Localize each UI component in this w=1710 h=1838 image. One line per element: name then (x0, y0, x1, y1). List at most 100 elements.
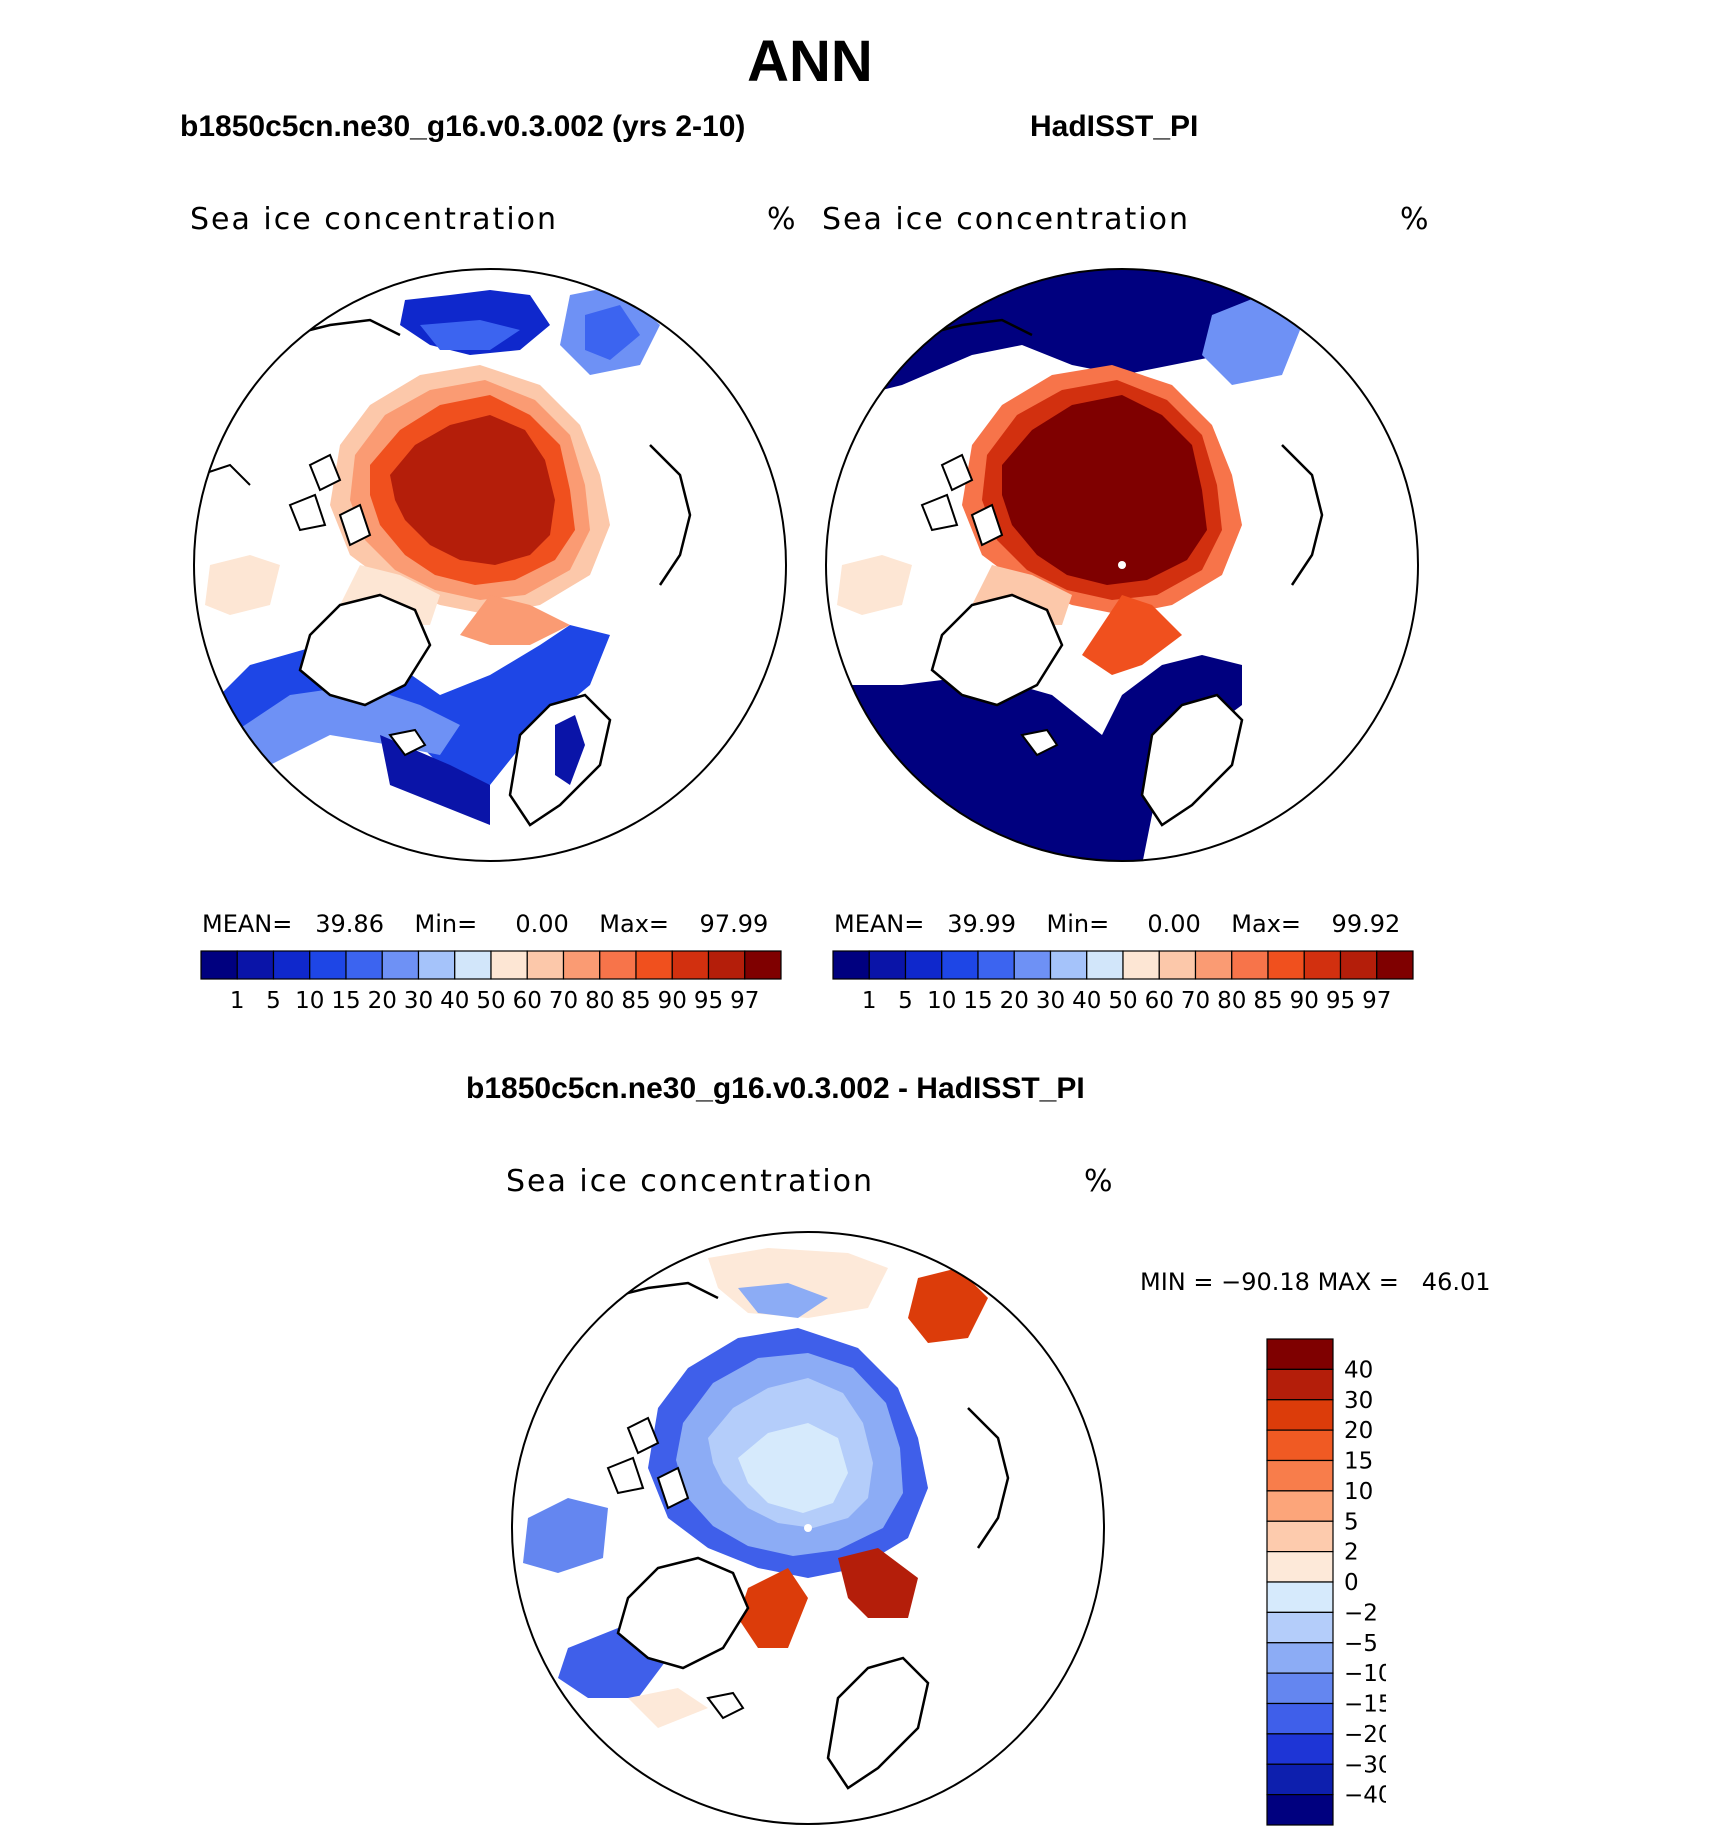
model-colorbar-label: 80 (585, 988, 614, 1014)
model-colorbar-box (272, 950, 311, 980)
obs-variable-label: Sea ice concentration (822, 202, 1191, 237)
obs-colorbar-box (1086, 950, 1124, 980)
model-units-label: % (767, 202, 798, 237)
diff-minmax: MIN = −90.18 MAX = 46.01 (1140, 1268, 1491, 1296)
obs-colorbar-box (1376, 950, 1414, 980)
obs-colorbar-label: 30 (1036, 988, 1065, 1014)
model-colorbar-box (381, 950, 420, 980)
diff-colorbar-box (1266, 1368, 1334, 1401)
obs-colorbar-box (941, 950, 979, 980)
obs-colorbar-box (1194, 950, 1233, 980)
obs-case-title: HadISST_PI (1030, 110, 1199, 143)
model-colorbar-label: 10 (295, 988, 324, 1014)
diff-colorbar-box (1266, 1642, 1334, 1674)
diff-colorbar-label: −5 (1344, 1631, 1378, 1657)
obs-colorbar-label: 10 (927, 988, 956, 1014)
obs-colorbar-label: 70 (1181, 988, 1210, 1014)
model-colorbar-box (200, 950, 238, 980)
diff-colorbar-label: −10 (1344, 1661, 1386, 1687)
diff-case-title: b1850c5cn.ne30_g16.v0.3.002 - HadISST_PI (466, 1072, 1085, 1105)
model-map-boundary (193, 268, 787, 862)
diff-field (512, 1232, 1104, 1824)
diff-colorbar-box (1266, 1702, 1334, 1735)
model-colorbar: 1 5 10 15 20 30 40 50 60 70 80 85 90 95 97 (200, 950, 782, 1014)
model-colorbar-label: 85 (621, 988, 650, 1014)
diff-colorbar-box (1266, 1429, 1334, 1462)
diff-colorbar-label: 20 (1344, 1418, 1373, 1444)
obs-stats: MEAN= 39.99 Min= 0.00 Max= 99.92 (834, 910, 1401, 938)
model-ice-field (194, 269, 786, 861)
diff-colorbar-box (1266, 1520, 1334, 1553)
obs-colorbar-box (977, 950, 1015, 980)
model-colorbar-label: 20 (368, 988, 397, 1014)
obs-colorbar-label: 97 (1362, 988, 1391, 1014)
diff-polar-map (511, 1231, 1105, 1825)
model-colorbar-label: 40 (440, 988, 469, 1014)
diff-colorbar-label: 0 (1344, 1570, 1359, 1596)
diff-colorbar-label: −20 (1344, 1722, 1386, 1748)
obs-colorbar-label: 50 (1108, 988, 1137, 1014)
model-variable-label: Sea ice concentration (190, 202, 559, 237)
model-colorbar-label: 60 (513, 988, 542, 1014)
diff-map-boundary (511, 1231, 1105, 1825)
obs-colorbar-label: 20 (1000, 988, 1029, 1014)
obs-colorbar-box (1158, 950, 1197, 980)
obs-map-boundary (825, 268, 1419, 862)
model-colorbar-label: 90 (658, 988, 687, 1014)
model-colorbar-label: 30 (404, 988, 433, 1014)
obs-colorbar-label: 5 (898, 988, 913, 1014)
model-colorbar-box (454, 950, 492, 980)
diff-colorbar-label: 2 (1344, 1540, 1359, 1566)
diff-colorbar-box (1266, 1763, 1334, 1796)
obs-colorbar-box (832, 950, 870, 980)
obs-colorbar-box (1339, 950, 1378, 980)
obs-colorbar-label: 40 (1072, 988, 1101, 1014)
diff-colorbar-label: −30 (1344, 1752, 1386, 1778)
diff-colorbar-label: 30 (1344, 1388, 1373, 1414)
model-colorbar-box (562, 950, 601, 980)
diff-colorbar-box (1266, 1551, 1334, 1583)
model-colorbar-box (490, 950, 528, 980)
model-colorbar-box (236, 950, 275, 980)
obs-units-label: % (1400, 202, 1431, 237)
model-colorbar-box (417, 950, 456, 980)
obs-colorbar-box (1303, 950, 1342, 980)
obs-colorbar-label: 80 (1217, 988, 1246, 1014)
obs-colorbar-box (904, 950, 943, 980)
obs-colorbar-label: 1 (862, 988, 877, 1014)
diff-colorbar-label: 5 (1344, 1509, 1359, 1535)
model-colorbar-box (345, 950, 383, 980)
obs-colorbar-box (1122, 950, 1160, 980)
diff-colorbar-box (1266, 1672, 1334, 1705)
diff-colorbar-box (1266, 1581, 1334, 1613)
obs-colorbar-label: 15 (963, 988, 992, 1014)
obs-colorbar: 1 5 10 15 20 30 40 50 60 70 80 85 90 95 97 (832, 950, 1414, 1014)
obs-colorbar-box (1013, 950, 1052, 980)
model-colorbar-label: 5 (266, 988, 281, 1014)
model-colorbar-label: 1 (230, 988, 245, 1014)
diff-colorbar-box (1266, 1490, 1334, 1522)
diff-colorbar-box (1266, 1733, 1334, 1765)
model-colorbar-box (526, 950, 565, 980)
model-case-title: b1850c5cn.ne30_g16.v0.3.002 (yrs 2-10) (180, 110, 746, 143)
diff-colorbar-label: −2 (1344, 1600, 1378, 1626)
model-colorbar-label: 95 (694, 988, 723, 1014)
obs-colorbar-box (868, 950, 907, 980)
model-colorbar-box (744, 950, 782, 980)
model-colorbar-box (671, 950, 710, 980)
model-colorbar-box (599, 950, 637, 980)
diff-colorbar-label: 15 (1344, 1449, 1373, 1475)
obs-colorbar-box (1231, 950, 1269, 980)
model-colorbar-label: 50 (476, 988, 505, 1014)
model-colorbar-label: 15 (331, 988, 360, 1014)
diff-variable-label: Sea ice concentration (506, 1164, 875, 1199)
diff-colorbar-label: −15 (1344, 1692, 1386, 1718)
figure-title: ANN (747, 29, 873, 94)
model-polar-map (193, 268, 787, 862)
model-colorbar-box (309, 950, 347, 980)
diff-colorbar-label: −40 (1344, 1783, 1386, 1809)
model-colorbar-label: 70 (549, 988, 578, 1014)
obs-colorbar-label: 95 (1326, 988, 1355, 1014)
model-colorbar-box (707, 950, 746, 980)
